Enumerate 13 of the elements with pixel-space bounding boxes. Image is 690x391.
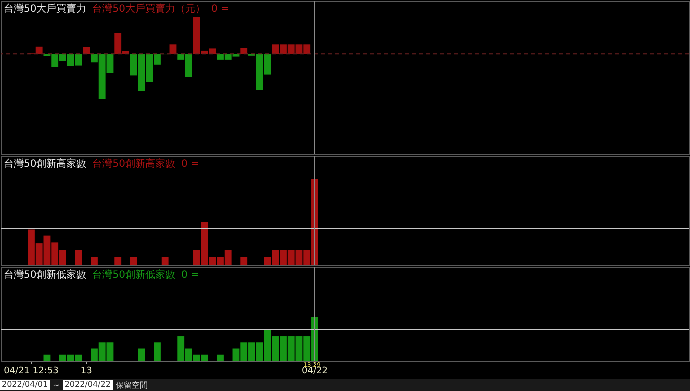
text: 0 =: [181, 270, 200, 281]
chart-title: 台灣50大戶買賣力: [4, 4, 87, 15]
x-tick-label: 04/21 12:53: [4, 366, 59, 376]
date-toolbar: 2022/04/01 ~ 2022/04/22 保留空間: [0, 379, 690, 391]
x-tick-label: 04/22: [302, 366, 328, 376]
text: 台灣50創新高家數: [92, 159, 176, 170]
text: 0 =: [211, 4, 230, 15]
series-label: 台灣50大戶買賣力（元）: [92, 4, 206, 15]
chart-title: 台灣50創新低家數: [4, 270, 87, 281]
text: 0 =: [181, 159, 200, 170]
x-tick-label: 13: [80, 366, 92, 376]
chart-title: 台灣50創新高家數: [4, 159, 87, 170]
text: 台灣50創新低家數: [92, 270, 176, 281]
